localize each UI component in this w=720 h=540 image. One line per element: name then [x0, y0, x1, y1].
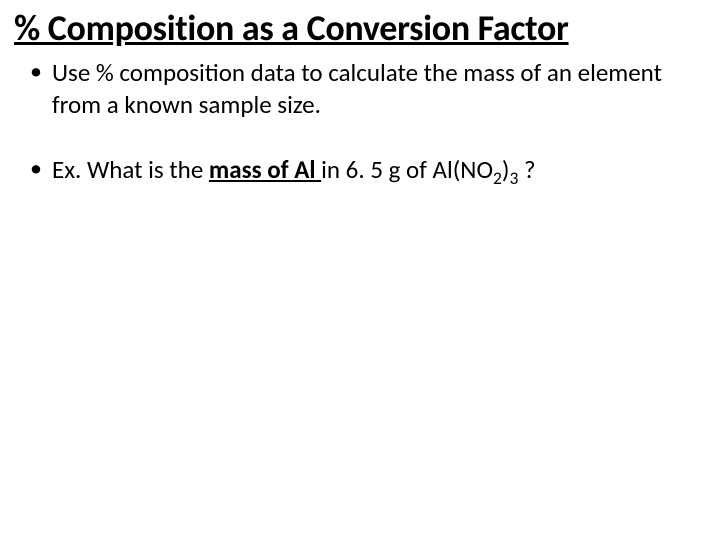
bullet-list: Use % composition data to calculate the …	[0, 49, 720, 185]
example-prefix: Ex. What is the	[52, 154, 209, 185]
example-mid1: in 6. 5 g of Al(NO	[321, 154, 493, 185]
slide-title: % Composition as a Conversion Factor	[0, 8, 720, 49]
slide-content: % Composition as a Conversion Factor Use…	[0, 0, 720, 185]
formula-sub1: 2	[493, 167, 502, 189]
bullet-text-1: Use % composition data to calculate the …	[52, 57, 662, 119]
example-suffix: ?	[518, 154, 535, 185]
bullet-item-2: Ex. What is the mass of Al in 6. 5 g of …	[24, 154, 696, 185]
formula-sub2: 3	[509, 167, 518, 189]
example-emphasis: mass of Al	[209, 154, 321, 185]
bullet-item-1: Use % composition data to calculate the …	[24, 57, 696, 120]
